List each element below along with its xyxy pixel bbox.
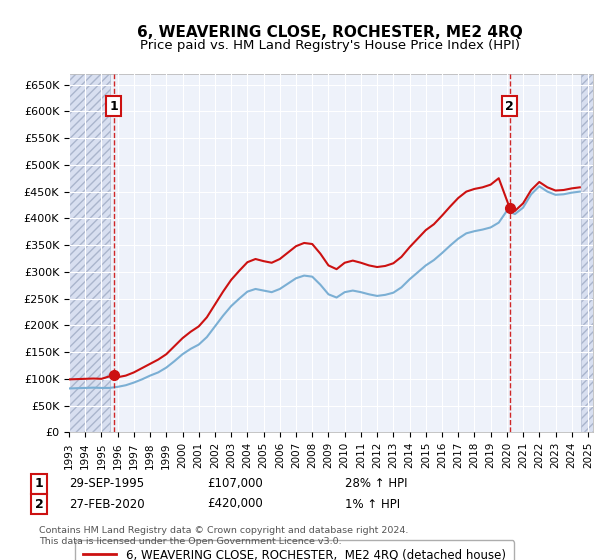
Text: 2: 2 — [505, 100, 514, 113]
Text: £107,000: £107,000 — [207, 477, 263, 491]
Text: 29-SEP-1995: 29-SEP-1995 — [69, 477, 144, 491]
Text: £420,000: £420,000 — [207, 497, 263, 511]
Text: 6, WEAVERING CLOSE, ROCHESTER, ME2 4RQ: 6, WEAVERING CLOSE, ROCHESTER, ME2 4RQ — [137, 25, 523, 40]
Text: 2: 2 — [35, 497, 43, 511]
Text: 28% ↑ HPI: 28% ↑ HPI — [345, 477, 407, 491]
Text: 1: 1 — [109, 100, 118, 113]
Legend: 6, WEAVERING CLOSE, ROCHESTER,  ME2 4RQ (detached house), HPI: Average price, de: 6, WEAVERING CLOSE, ROCHESTER, ME2 4RQ (… — [75, 540, 514, 560]
Text: Contains HM Land Registry data © Crown copyright and database right 2024.
This d: Contains HM Land Registry data © Crown c… — [39, 526, 409, 546]
Text: 1: 1 — [35, 477, 43, 491]
Text: Price paid vs. HM Land Registry's House Price Index (HPI): Price paid vs. HM Land Registry's House … — [140, 39, 520, 52]
Text: 27-FEB-2020: 27-FEB-2020 — [69, 497, 145, 511]
Text: 1% ↑ HPI: 1% ↑ HPI — [345, 497, 400, 511]
